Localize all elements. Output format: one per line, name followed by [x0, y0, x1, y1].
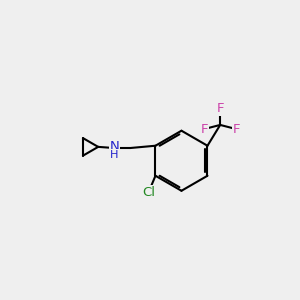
- Text: F: F: [232, 123, 240, 136]
- Text: H: H: [110, 149, 118, 160]
- Text: F: F: [200, 123, 208, 136]
- Text: N: N: [110, 140, 119, 153]
- Text: F: F: [216, 102, 224, 115]
- Text: Cl: Cl: [142, 186, 155, 199]
